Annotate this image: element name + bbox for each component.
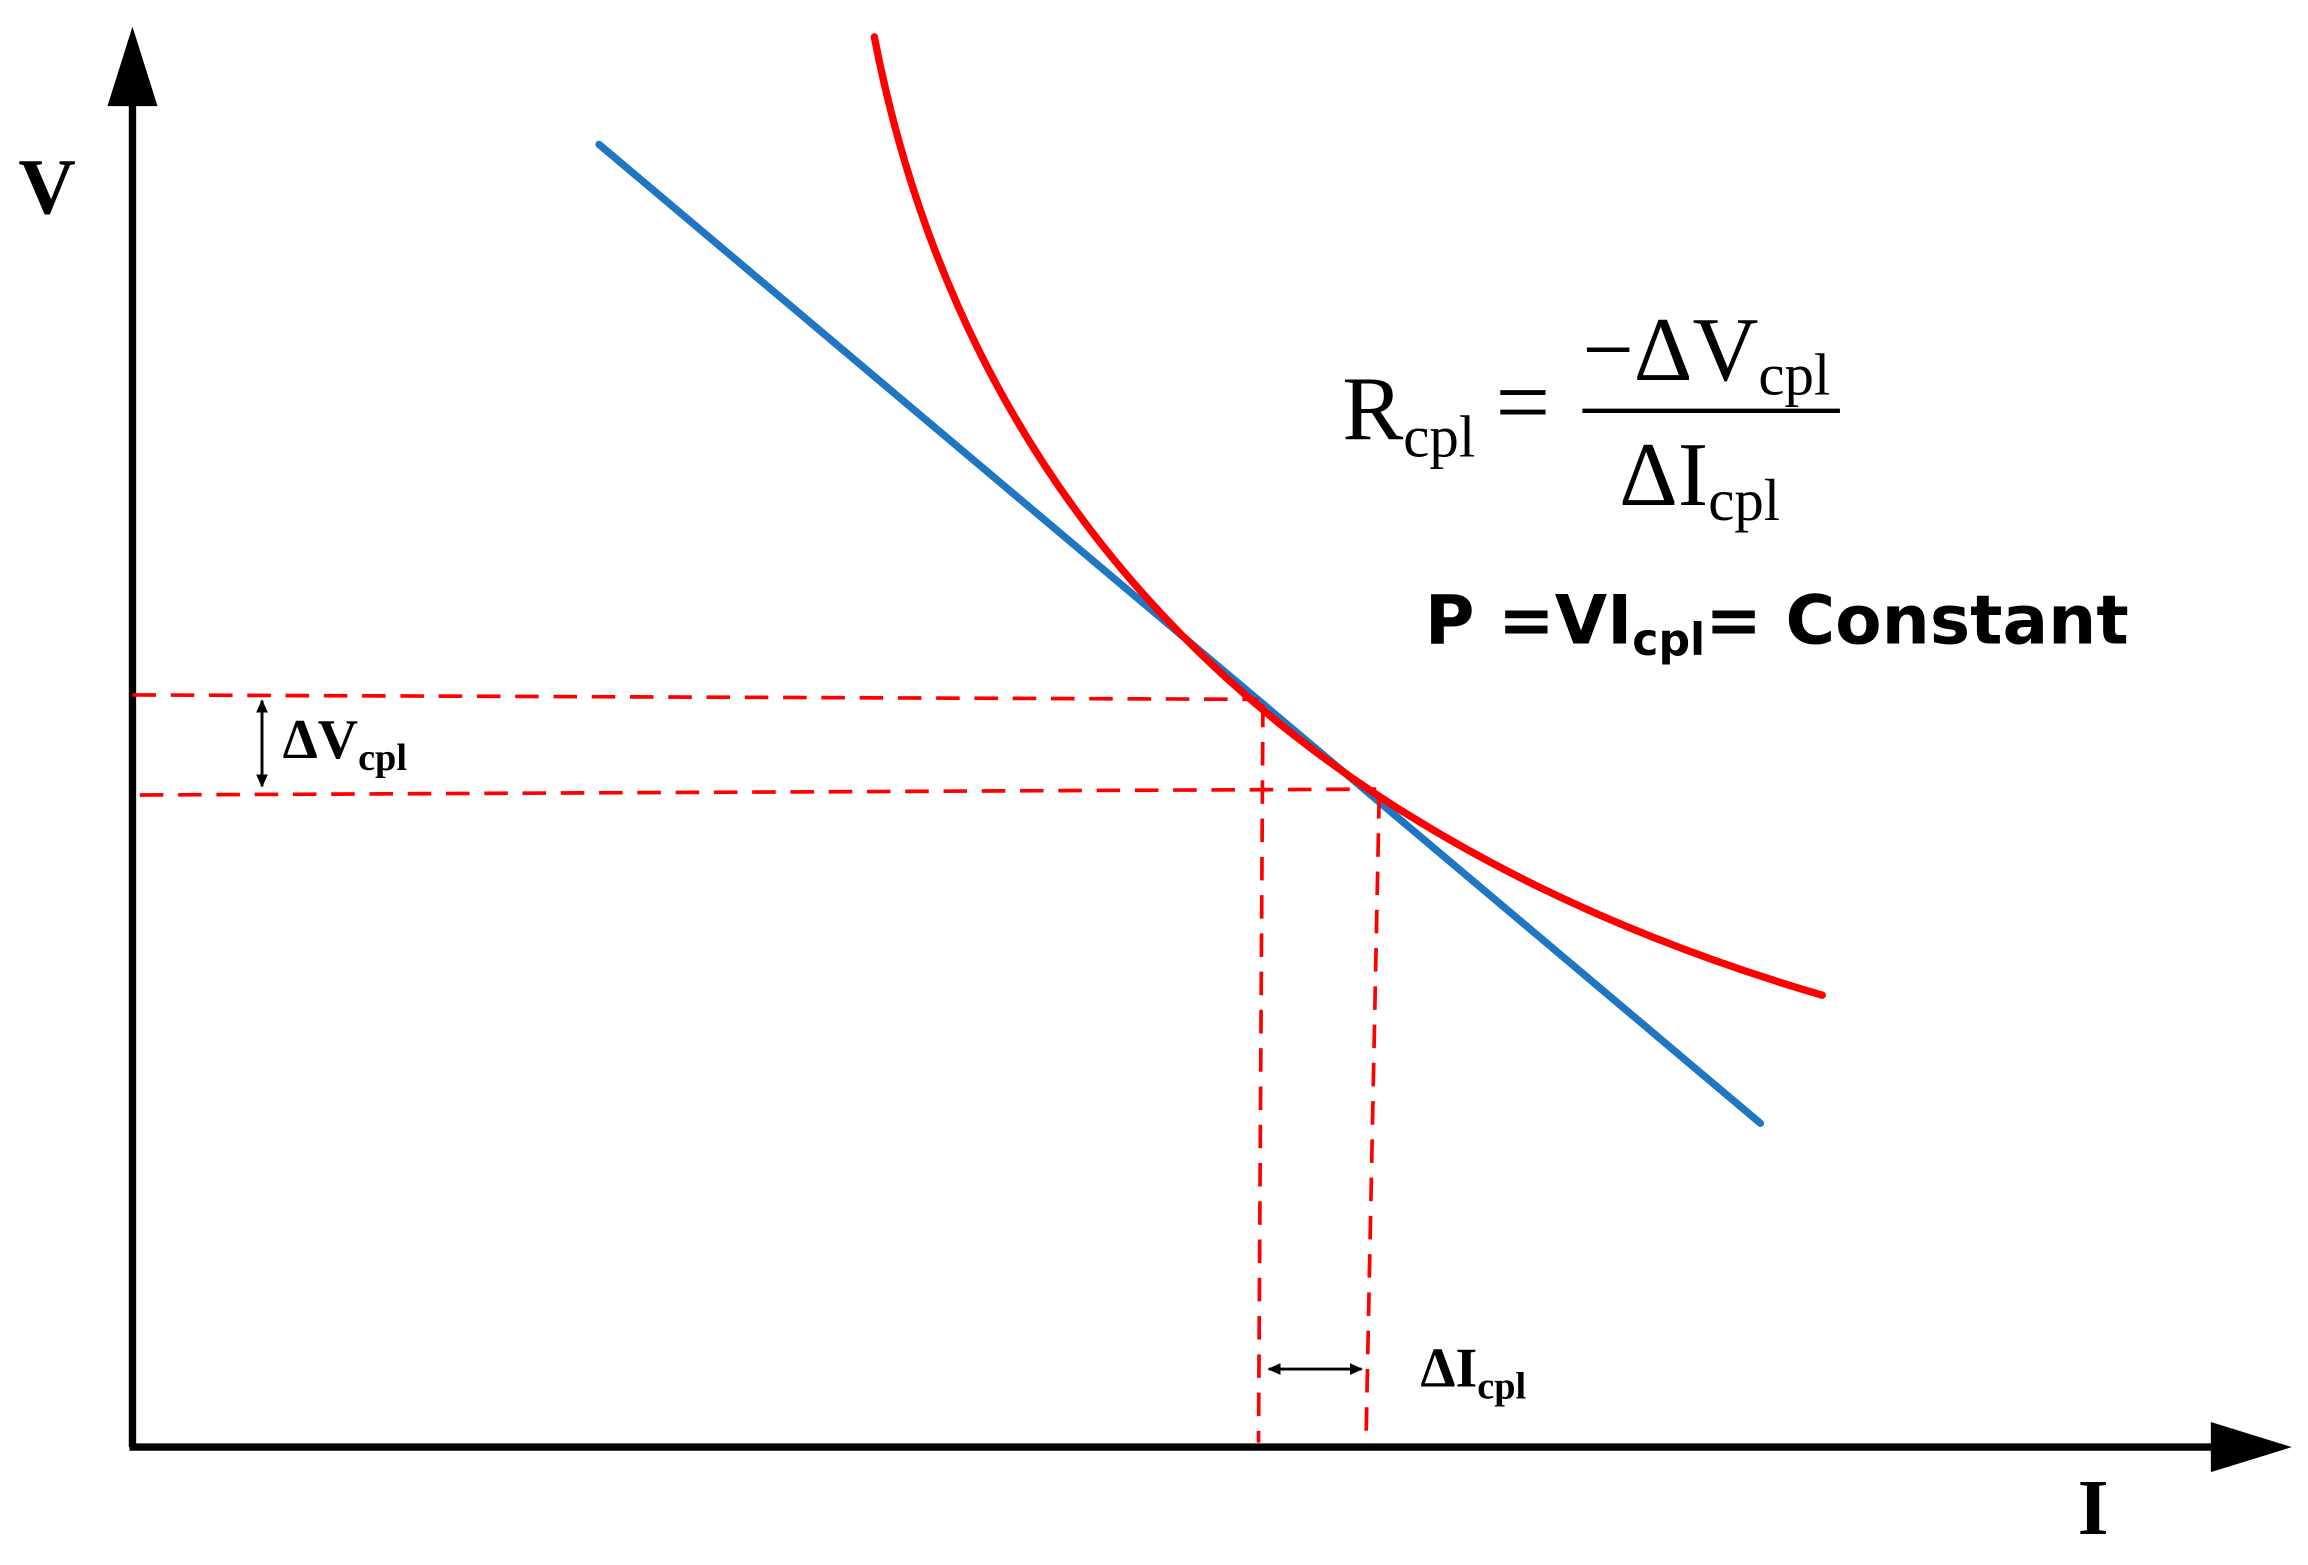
power-subscript: cpl — [1632, 615, 1705, 666]
label-subscript: cpl — [1477, 1366, 1526, 1408]
label-text: ΔI — [1420, 1338, 1477, 1400]
label-subscript: cpl — [358, 737, 407, 779]
dashed-guide — [1256, 703, 1265, 1443]
formula-text: = — [1495, 348, 1550, 456]
formula-subscript: cpl — [1758, 343, 1830, 408]
power-text: = Constant — [1705, 580, 2129, 659]
delta-v-label: ΔVcpl — [283, 709, 407, 779]
label-text: ΔV — [283, 709, 358, 771]
power-statement: P =VIcpl= Constant — [1425, 580, 2129, 666]
dashed-guide — [132, 693, 1259, 702]
cpl-curve — [870, 33, 1826, 999]
formula-subscript: cpl — [1403, 404, 1475, 469]
y-axis-label: V — [18, 144, 75, 232]
dashed-guide — [1364, 794, 1382, 1443]
formula-denominator: ΔIcpl — [1619, 424, 1780, 533]
formula-text: R — [1342, 358, 1403, 459]
y-arrowhead — [107, 26, 158, 107]
formula-lhs: Rcpl — [1342, 358, 1475, 470]
x-axis-label: I — [2078, 1464, 2109, 1552]
label-text: V — [18, 144, 75, 232]
formula-numerator: −ΔVcpl — [1582, 299, 1830, 408]
formula-text: ΔI — [1619, 424, 1708, 525]
delta-i-label: ΔIcpl — [1420, 1338, 1526, 1408]
dashed-guide — [139, 787, 1377, 797]
formula-text: −ΔV — [1582, 299, 1758, 400]
formula-equals: = — [1495, 348, 1550, 456]
formula-subscript: cpl — [1708, 468, 1780, 533]
label-text: I — [2078, 1464, 2109, 1552]
power-text: P =VI — [1425, 580, 1632, 659]
x-arrowhead — [2210, 1422, 2292, 1473]
